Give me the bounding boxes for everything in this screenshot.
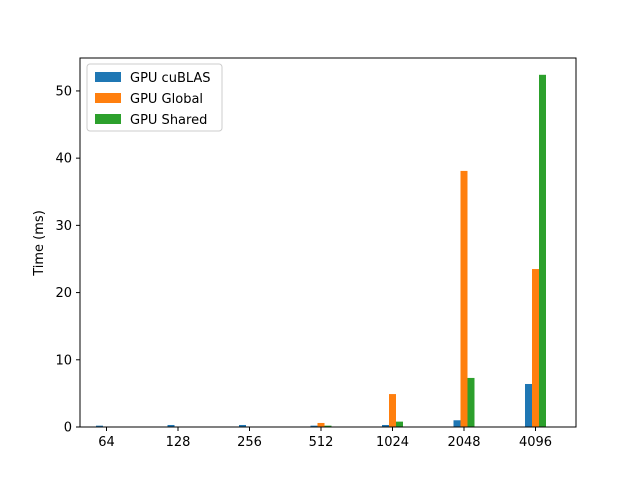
bar-gpu-shared-512 [324,425,332,427]
x-tick-label: 64 [98,435,115,450]
x-tick-label: 4096 [519,435,552,450]
bar-gpu-global-2048 [460,170,468,427]
x-tick-label: 1024 [376,435,409,450]
legend-label: GPU Shared [130,113,207,128]
y-tick-label: 40 [55,152,72,167]
legend-label: GPU cuBLAS [130,71,211,86]
bar-gpu-shared-2048 [467,377,475,427]
bar-gpu-cublas-256 [239,424,246,427]
legend-swatch-gpu-shared [95,114,121,124]
bar-gpu-global-1024 [389,394,396,427]
bar-gpu-global-4096 [532,269,539,427]
bar-gpu-cublas-512 [310,425,318,427]
bar-gpu-global-512 [317,422,325,427]
y-tick-label: 10 [55,353,72,368]
bar-gpu-shared-4096 [539,74,546,427]
bar-gpu-cublas-128 [167,424,175,427]
legend-swatch-gpu-cublas [95,72,121,82]
bar-gpu-shared-1024 [396,421,403,427]
x-tick-label: 256 [237,435,262,450]
legend: GPU cuBLAS GPU Global GPU Shared [86,63,223,132]
legend-swatch-gpu-global [95,93,121,103]
y-tick-label: 30 [55,219,72,234]
x-tick-label: 2048 [447,435,480,450]
y-tick-label: 20 [55,286,72,301]
x-tick-label: 128 [166,435,191,450]
bar-gpu-cublas-1024 [382,424,389,427]
bar-gpu-cublas-64 [96,425,103,427]
bar-gpu-cublas-4096 [525,383,532,427]
y-axis-label: Time (ms) [32,210,47,277]
axes-group: 0 10 20 30 40 50 64 128 256 512 1024 2048 4096 [55,57,577,450]
plot-frame [79,57,577,428]
bar-gpu-cublas-2048 [453,420,461,427]
legend-label: GPU Global [130,92,203,107]
y-tick-label: 0 [64,421,72,436]
x-tick-label: 512 [309,435,334,450]
y-tick-label: 50 [55,84,72,99]
